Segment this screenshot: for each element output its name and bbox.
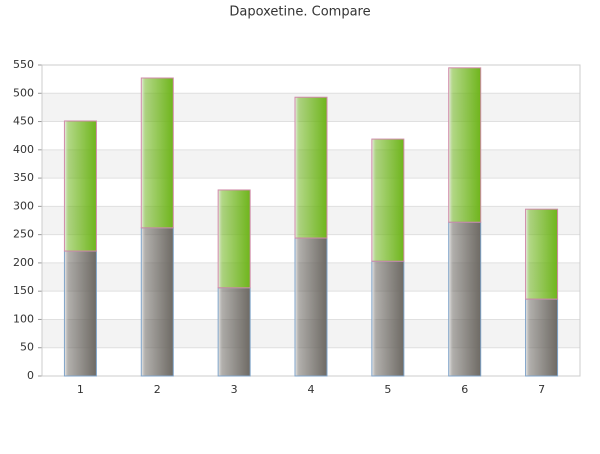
x-tick-label: 1 xyxy=(77,383,84,396)
bar-segment xyxy=(140,77,174,229)
bar-segment xyxy=(217,287,251,377)
y-tick-label: 200 xyxy=(13,256,34,269)
x-tick-label: 7 xyxy=(538,383,545,396)
bar-segment xyxy=(525,208,559,300)
chart-title: Dapoxetine. Compare xyxy=(229,5,370,20)
bar-segment xyxy=(140,227,174,377)
y-tick-label: 500 xyxy=(13,86,34,99)
bar-segment xyxy=(294,96,328,239)
bar-segment xyxy=(525,298,559,377)
x-tick-label: 6 xyxy=(461,383,468,396)
x-tick-label: 2 xyxy=(154,383,161,396)
bar-segment xyxy=(448,67,482,223)
bar-segment xyxy=(371,260,405,377)
bar-segment xyxy=(63,120,97,252)
y-tick-label: 50 xyxy=(20,341,34,354)
y-tick-label: 0 xyxy=(27,369,34,382)
y-tick-label: 450 xyxy=(13,115,34,128)
x-tick-label: 3 xyxy=(231,383,238,396)
y-tick-label: 250 xyxy=(13,228,34,241)
y-tick-label: 400 xyxy=(13,143,34,156)
bar-segment xyxy=(294,237,328,377)
bar-segment xyxy=(371,138,405,262)
y-tick-label: 150 xyxy=(13,284,34,297)
bar-segment xyxy=(217,189,251,289)
bar-segment xyxy=(63,250,97,377)
y-tick-label: 100 xyxy=(13,312,34,325)
y-tick-label: 350 xyxy=(13,171,34,184)
x-tick-label: 5 xyxy=(384,383,391,396)
x-tick-label: 4 xyxy=(308,383,315,396)
bar-segment xyxy=(448,221,482,377)
y-tick-label: 550 xyxy=(13,58,34,71)
y-tick-label: 300 xyxy=(13,199,34,212)
